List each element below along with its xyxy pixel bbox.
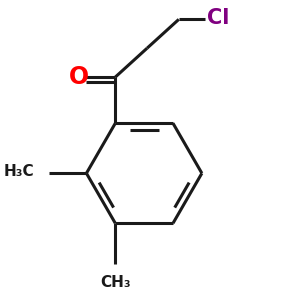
Text: O: O: [69, 65, 89, 89]
Text: H₃C: H₃C: [4, 164, 34, 179]
Text: CH₃: CH₃: [100, 275, 130, 290]
Text: Cl: Cl: [207, 8, 229, 28]
